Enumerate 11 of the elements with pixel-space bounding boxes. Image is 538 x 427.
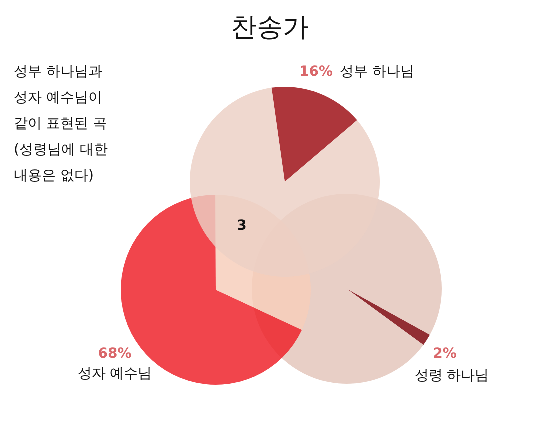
pie-slice (347, 289, 430, 346)
text: 3 (237, 218, 247, 234)
text: 성부 하나님과 성자 예수님이 같이 표현된 곡 (성령님에 대한 내용은 없다) (14, 64, 108, 184)
pie-slice (272, 87, 358, 182)
data-label: 2% (433, 346, 457, 362)
slice-label: 성령 하나님 (414, 368, 490, 384)
slice-label: 성자 예수님 (78, 366, 152, 382)
data-label: 16% (299, 64, 333, 80)
data-label: 68% (98, 346, 132, 362)
slice-label: 성부 하나님 (340, 64, 414, 80)
chart-title: 찬송가 (231, 13, 309, 43)
